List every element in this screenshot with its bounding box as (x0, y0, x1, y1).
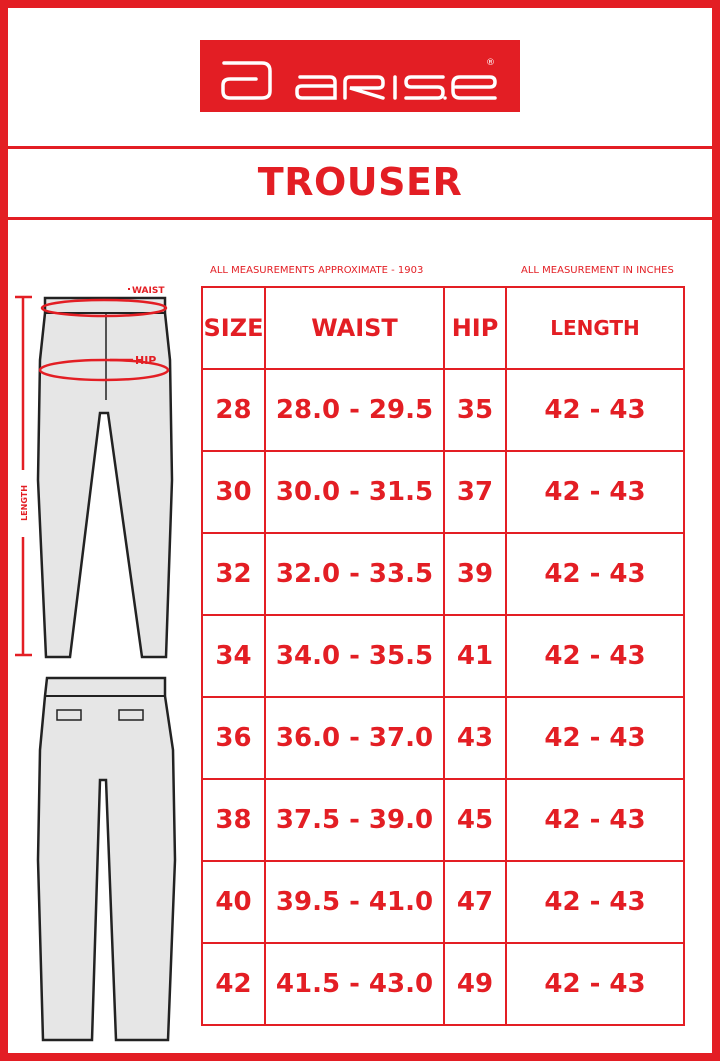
cell-length: 42 - 43 (505, 860, 685, 944)
divider (0, 146, 720, 149)
table-row: 28 28.0 - 29.5 35 42 - 43 (201, 368, 685, 452)
back-trouser-icon (36, 676, 177, 1042)
page-title: TROUSER (257, 160, 463, 204)
unit-note: ALL MEASUREMENT IN INCHES (521, 265, 674, 276)
header-waist: WAIST (264, 286, 445, 370)
cell-hip: 49 (443, 942, 507, 1026)
header-size: SIZE (201, 286, 266, 370)
divider (0, 217, 720, 220)
table-row: 38 37.5 - 39.0 45 42 - 43 (201, 778, 685, 862)
ariser-logo-icon (221, 61, 497, 100)
table-row: 34 34.0 - 35.5 41 42 - 43 (201, 614, 685, 698)
cell-size: 34 (201, 614, 266, 698)
registered-mark: ® (486, 58, 495, 68)
cell-waist: 34.0 - 35.5 (264, 614, 445, 698)
trouser-diagram: LENGTH WAIST HIP (15, 286, 177, 1042)
cell-length: 42 - 43 (505, 614, 685, 698)
cell-waist: 36.0 - 37.0 (264, 696, 445, 780)
cell-length: 42 - 43 (505, 942, 685, 1026)
cell-size: 40 (201, 860, 266, 944)
cell-length: 42 - 43 (505, 696, 685, 780)
cell-waist: 32.0 - 33.5 (264, 532, 445, 616)
waist-label: WAIST (132, 286, 165, 296)
cell-waist: 30.0 - 31.5 (264, 450, 445, 534)
hip-label: HIP (135, 354, 156, 367)
table-row: 40 39.5 - 41.0 47 42 - 43 (201, 860, 685, 944)
header-length: LENGTH (505, 286, 685, 370)
cell-hip: 43 (443, 696, 507, 780)
cell-waist: 28.0 - 29.5 (264, 368, 445, 452)
table-row: 32 32.0 - 33.5 39 42 - 43 (201, 532, 685, 616)
cell-size: 30 (201, 450, 266, 534)
table-header-row: SIZE WAIST HIP LENGTH (201, 286, 685, 370)
cell-hip: 39 (443, 532, 507, 616)
cell-size: 36 (201, 696, 266, 780)
size-table: SIZE WAIST HIP LENGTH 28 28.0 - 29.5 35 42 … (201, 286, 685, 1026)
front-trouser-icon (36, 296, 174, 659)
table-row: 30 30.0 - 31.5 37 42 - 43 (201, 450, 685, 534)
cell-size: 38 (201, 778, 266, 862)
cell-size: 28 (201, 368, 266, 452)
length-label: LENGTH (20, 485, 29, 521)
cell-hip: 45 (443, 778, 507, 862)
cell-waist: 39.5 - 41.0 (264, 860, 445, 944)
table-row: 36 36.0 - 37.0 43 42 - 43 (201, 696, 685, 780)
cell-length: 42 - 43 (505, 778, 685, 862)
cell-length: 42 - 43 (505, 450, 685, 534)
cell-waist: 41.5 - 43.0 (264, 942, 445, 1026)
measurement-note: ALL MEASUREMENTS APPROXIMATE - 1903 (210, 265, 424, 276)
cell-size: 42 (201, 942, 266, 1026)
header-hip: HIP (443, 286, 507, 370)
cell-hip: 35 (443, 368, 507, 452)
brand-logo: ® (200, 40, 520, 112)
table-row: 42 41.5 - 43.0 49 42 - 43 (201, 942, 685, 1026)
cell-length: 42 - 43 (505, 532, 685, 616)
cell-waist: 37.5 - 39.0 (264, 778, 445, 862)
cell-hip: 47 (443, 860, 507, 944)
cell-hip: 41 (443, 614, 507, 698)
cell-size: 32 (201, 532, 266, 616)
cell-hip: 37 (443, 450, 507, 534)
length-indicator-icon (15, 295, 32, 657)
cell-length: 42 - 43 (505, 368, 685, 452)
